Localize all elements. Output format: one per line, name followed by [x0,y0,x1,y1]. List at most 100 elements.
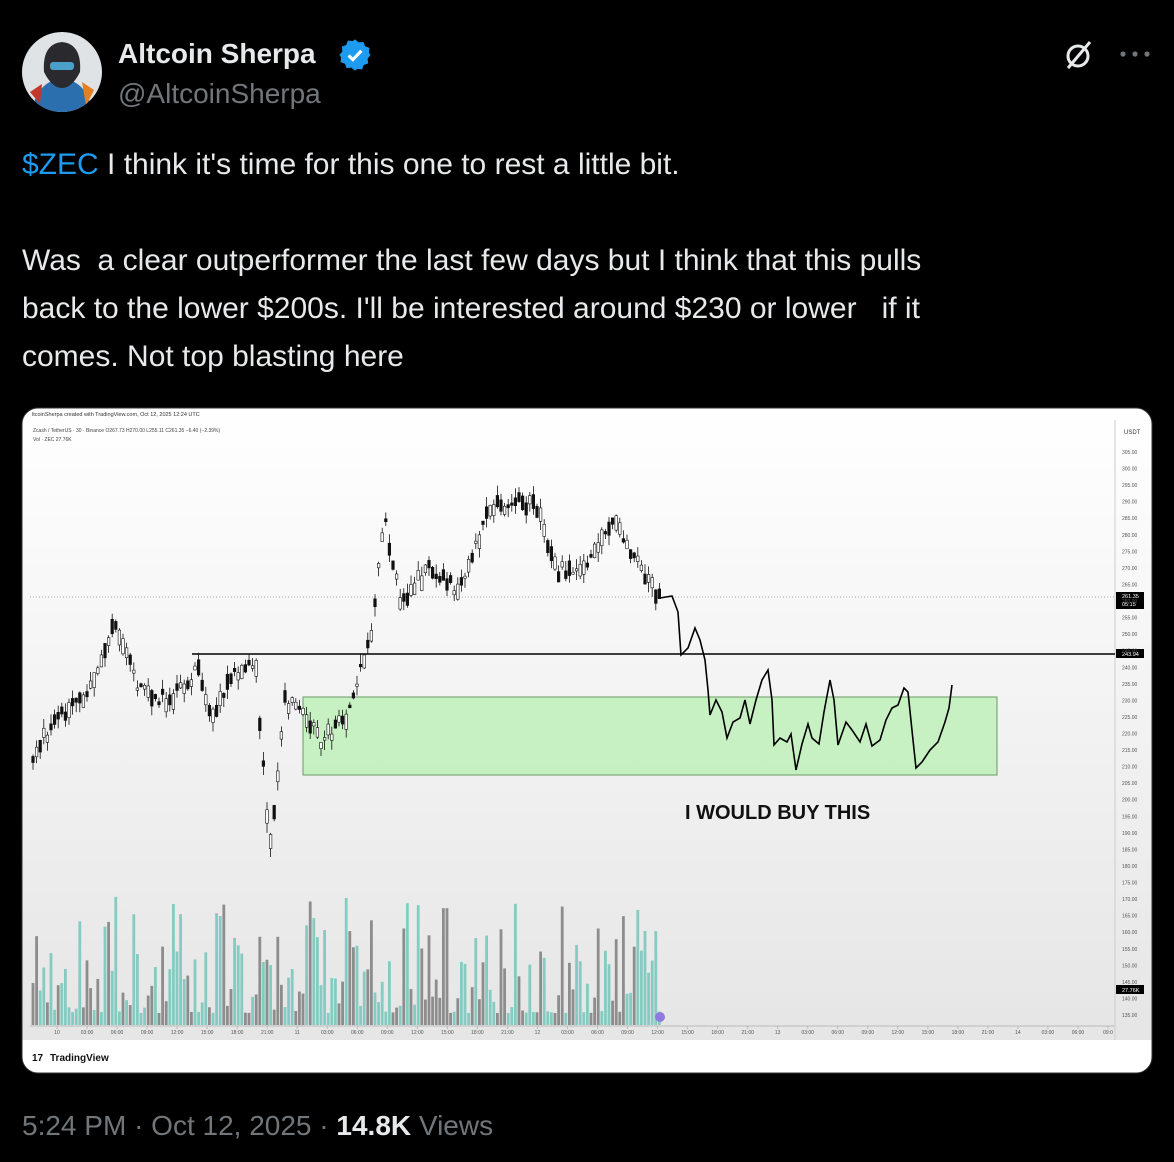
candle-body [639,564,643,571]
candle-body [322,737,327,741]
price-axis-label: 300.00 [1122,467,1138,473]
candle-body [564,570,568,579]
grok-icon[interactable] [1062,38,1096,72]
candle-body [326,723,330,736]
time-axis-label: 12:00 [651,1030,664,1036]
volume-bar [272,1009,276,1025]
volume-bar [586,983,589,1025]
candle-body [265,809,269,824]
candle-body [531,494,535,509]
time-axis-label: 15:00 [201,1030,214,1036]
price-axis-label: 185.00 [1122,847,1138,853]
candle-body [31,756,35,763]
candle-body [233,667,237,672]
volume-bar [344,897,348,1025]
price-axis-label: 175.00 [1122,881,1138,887]
candle-body [85,691,89,698]
volume-bar [654,931,658,1025]
volume-bar [463,963,467,1025]
volume-bar [265,959,269,1025]
avatar[interactable] [22,32,102,112]
volume-bar [474,938,478,1025]
time-axis-label: 09:00 [621,1030,634,1036]
candle-body [182,683,186,694]
volume-bar [103,926,107,1025]
volume-bar [391,1012,395,1025]
candle-body [161,688,165,695]
price-axis-label: 295.00 [1122,483,1138,489]
volume-bar [154,967,157,1025]
volume-bar [35,936,38,1025]
candle-body [412,582,417,596]
countdown-tag: 05:15 [1122,602,1136,608]
volume-bar [632,946,636,1025]
candle-body [459,577,464,586]
volume-bar [596,928,600,1025]
cashtag[interactable]: $ZEC [22,148,99,181]
volume-bar [64,968,67,1025]
volume-bar [582,1012,586,1025]
volume-bar [56,985,60,1025]
candle-body [538,507,543,522]
volume-bar [89,988,92,1025]
volume-bar [366,969,370,1025]
volume-bar [218,915,222,1025]
volume-bar [42,967,46,1025]
candle-body [618,522,622,535]
candle-body [614,515,618,531]
volume-bar [402,928,406,1025]
price-axis-label: 235.00 [1122,682,1138,688]
volume-bar [330,978,334,1025]
candle-body [125,647,129,659]
time-axis-label: 11 [295,1030,300,1036]
price-axis-label: 210.00 [1122,765,1138,771]
volume-bar [568,962,571,1025]
candle-body [283,690,287,703]
candle-body [650,577,654,589]
price-axis-label: 190.00 [1122,831,1138,837]
author-name[interactable]: Altcoin Sherpa [118,38,316,69]
volume-bar [560,906,564,1025]
volume-bar [200,1002,204,1025]
volume-bar [492,1001,496,1025]
candle-body [643,573,647,585]
candle-body [189,679,194,687]
price-axis-label: 245.00 [1122,649,1138,655]
volume-bar [323,930,326,1025]
candle-body [186,680,190,690]
candle-body [574,568,579,572]
post-date[interactable]: Oct 12, 2025 [151,1110,312,1141]
price-axis-label: 135.00 [1122,1013,1138,1019]
volume-bar [262,961,265,1025]
volume-bar [290,968,294,1025]
volume-bar [319,985,323,1025]
volume-bar [373,992,377,1025]
candle-body [607,521,611,536]
volume-bar [49,953,53,1025]
volume-bar [636,909,640,1025]
candle-body [193,665,197,671]
volume-bar [427,935,431,1025]
candle-body [621,538,625,543]
footer: 5:24 PM · Oct 12, 2025 · 14.8K Views [22,1110,493,1142]
volume-bar [542,957,546,1025]
volume-bar [334,978,337,1025]
volume-bar [535,1012,539,1025]
candle-body [484,506,489,519]
candle-body [420,575,424,591]
volume-bar [409,989,413,1025]
volume-bar [355,945,359,1025]
volume-bar [236,945,240,1025]
candle-body [549,546,553,562]
time-axis-label: 03:00 [1042,1030,1055,1036]
candle-body [78,692,82,704]
volume-bar [280,984,283,1025]
volume-bar [532,1012,535,1025]
volume-bar [470,987,474,1025]
candle-body [344,713,348,730]
post-time[interactable]: 5:24 PM [22,1110,127,1141]
author-handle[interactable]: @AltcoinSherpa [118,78,321,109]
volume-bar [510,1007,514,1025]
more-menu[interactable] [1118,44,1154,64]
